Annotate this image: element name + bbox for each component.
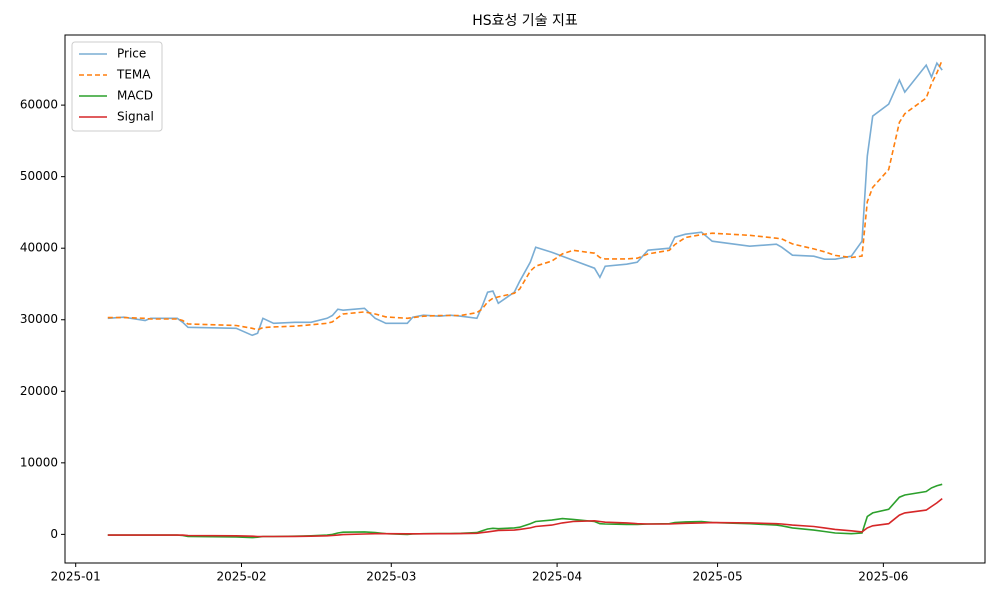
legend-label: Price [117,47,146,61]
series-line [107,483,943,539]
y-tick-label: 50000 [20,169,58,183]
legend-label: Signal [117,110,154,124]
y-tick-label: 0 [50,527,58,541]
x-tick-label: 2025-06 [858,570,908,584]
y-tick-label: 20000 [20,384,58,398]
x-tick-label: 2025-04 [532,570,582,584]
x-tick-label: 2025-01 [51,570,101,584]
legend-label: TEMA [116,68,151,82]
y-tick-label: 60000 [20,98,58,112]
plot-frame [64,34,986,564]
y-tick-label: 30000 [20,312,58,326]
legend-label: MACD [117,89,153,103]
chart-title: HS효성 기술 지표 [472,13,578,29]
y-tick-label: 40000 [20,241,58,255]
x-tick-label: 2025-02 [216,570,266,584]
x-tick-label: 2025-05 [692,570,742,584]
legend-box [71,41,163,132]
series-line [107,497,943,538]
series-line [107,59,943,331]
x-tick-label: 2025-03 [366,570,416,584]
series-line [107,61,943,337]
y-tick-label: 10000 [20,455,58,469]
